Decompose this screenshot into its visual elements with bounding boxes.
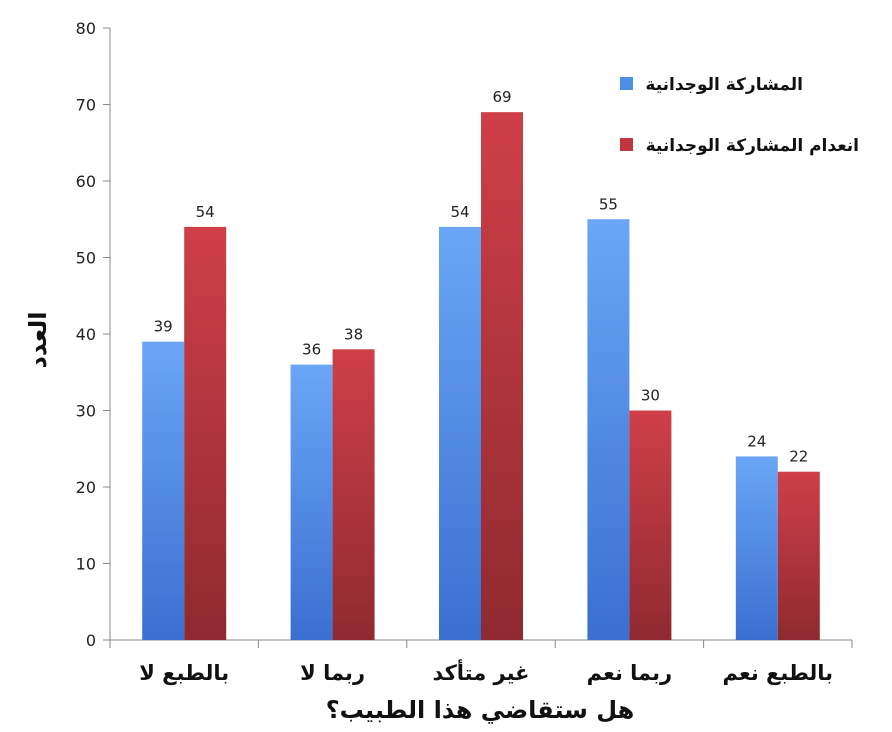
bar-series-2 xyxy=(184,226,227,640)
bar-value-label: 22 xyxy=(789,448,808,466)
bar-series-1 xyxy=(142,341,185,640)
y-tick-label: 80 xyxy=(76,19,96,38)
y-tick-label: 60 xyxy=(76,172,96,191)
legend-label: المشاركة الوجدانية xyxy=(645,75,803,95)
legend: المشاركة الوجدانية انعدام المشاركة الوجدا… xyxy=(620,75,859,156)
legend-swatch xyxy=(620,138,633,151)
x-axis-title: هل ستقاضي هذا الطبيب؟ xyxy=(326,696,635,724)
bar-value-label: 55 xyxy=(599,195,618,213)
bar-value-label: 54 xyxy=(196,203,215,221)
bar-series-1 xyxy=(587,219,630,640)
y-axis: 0 10 20 30 40 50 60 70 80 xyxy=(76,19,111,650)
y-tick-label: 70 xyxy=(76,96,96,115)
x-tick-label: بالطبع نعم xyxy=(723,661,834,685)
x-tick-label: ربما نعم xyxy=(587,661,672,685)
y-tick-label: 0 xyxy=(86,631,96,650)
bar-value-label: 38 xyxy=(344,325,363,343)
bar-value-label: 24 xyxy=(747,432,766,450)
legend-label: انعدام المشاركة الوجدانية xyxy=(646,136,859,156)
bar-series-2 xyxy=(481,112,523,640)
bar-value-label: 36 xyxy=(302,341,321,359)
bar-value-label: 30 xyxy=(641,387,660,405)
bar-value-label: 69 xyxy=(492,88,511,106)
y-tick-label: 20 xyxy=(76,478,96,497)
bar-series-2 xyxy=(629,410,672,640)
x-tick-label: بالطبع لا xyxy=(139,661,229,685)
bar-series-2 xyxy=(332,349,375,640)
x-axis: بالطبع لا ربما لا غير متأكد ربما نعم بالطبع … xyxy=(109,639,853,685)
bar-series-1 xyxy=(735,456,778,640)
bar-series-1 xyxy=(290,364,333,640)
bar-series-1 xyxy=(439,226,481,640)
y-tick-label: 40 xyxy=(76,325,96,344)
y-tick-label: 10 xyxy=(76,555,96,574)
data-labels: 39 36 54 55 24 54 38 69 30 22 xyxy=(154,88,809,466)
bar-value-label: 54 xyxy=(450,203,469,221)
legend-swatch xyxy=(620,77,633,90)
x-tick-label: غير متأكد xyxy=(432,658,529,685)
y-tick-label: 30 xyxy=(76,402,96,421)
bars xyxy=(142,112,820,640)
bar-value-label: 39 xyxy=(154,318,173,336)
bar-series-2 xyxy=(777,471,820,640)
y-tick-label: 50 xyxy=(76,249,96,268)
y-axis-title: العدد xyxy=(24,312,52,369)
x-tick-label: ربما لا xyxy=(300,661,365,685)
